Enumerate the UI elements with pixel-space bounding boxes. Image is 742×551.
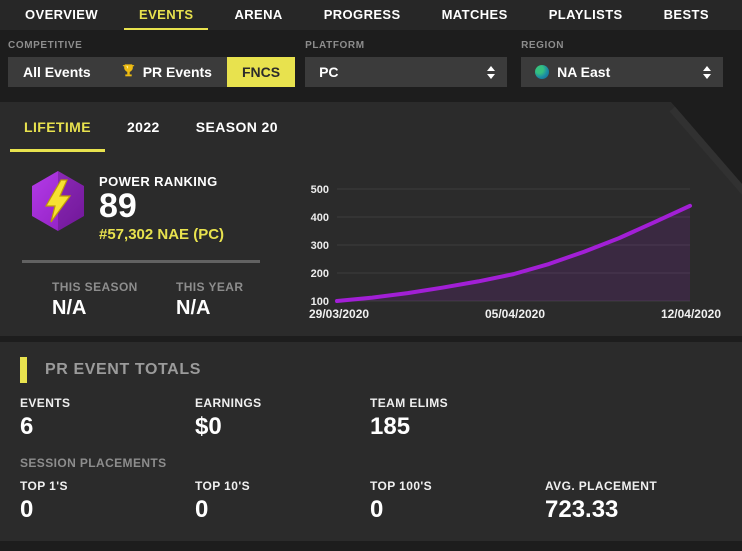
this-year-stat: THIS YEAR N/A	[176, 280, 300, 320]
trophy-icon	[121, 63, 136, 81]
svg-text:100: 100	[311, 296, 329, 306]
stat-avg-placement: AVG. PLACEMENT 723.33	[545, 479, 720, 524]
stat-top-10s-label: TOP 10'S	[195, 479, 250, 493]
filter-pr-events-button[interactable]: PR Events	[106, 57, 227, 87]
nav-item-overview[interactable]: OVERVIEW	[25, 7, 99, 22]
stat-top-10s-value: 0	[195, 496, 209, 523]
session-placements-title: SESSION PLACEMENTS	[20, 456, 167, 470]
tab-season-20[interactable]: SEASON 20	[195, 119, 278, 135]
accent-bar	[20, 357, 27, 383]
updown-arrows-icon	[487, 65, 496, 79]
power-ranking-rank: #57,302 NAE (PC)	[99, 225, 225, 243]
filter-pr-events-label: PR Events	[142, 64, 212, 80]
stat-events-value: 6	[20, 413, 34, 440]
nav-item-playlists[interactable]: PLAYLISTS	[548, 7, 623, 22]
stat-avg-placement-value: 723.33	[545, 496, 619, 523]
this-season-stat: THIS SEASON N/A	[52, 280, 176, 320]
filter-fncs-button[interactable]: FNCS	[226, 57, 296, 87]
nav-item-matches[interactable]: MATCHES	[441, 7, 508, 22]
stat-team-elims: TEAM ELIMS 185	[370, 396, 545, 441]
filter-all-events-button[interactable]: All Events	[8, 57, 106, 87]
svg-text:200: 200	[311, 268, 329, 280]
platform-select[interactable]: PC	[305, 57, 508, 87]
x-tick-start: 29/03/2020	[309, 307, 370, 321]
power-ranking-value: 89	[99, 187, 137, 225]
this-year-value: N/A	[176, 296, 211, 319]
nav-item-progress[interactable]: PROGRESS	[323, 7, 401, 22]
stat-team-elims-value: 185	[370, 413, 411, 440]
competitive-segmented-control: All Events PR Events FNCS	[8, 57, 296, 87]
chart-x-axis-labels: 29/03/2020 05/04/2020 12/04/2020	[309, 307, 721, 321]
power-ranking-hex-icon	[30, 170, 86, 243]
panel-body: POWER RANKING 89 #57,302 NAE (PC) THIS S…	[0, 152, 742, 329]
this-season-label: THIS SEASON	[52, 279, 138, 294]
session-stats-row: TOP 1'S 0 TOP 10'S 0 TOP 100'S 0 AVG. PL…	[0, 470, 742, 524]
svg-text:500: 500	[311, 184, 329, 196]
stat-earnings-value: $0	[195, 413, 222, 440]
power-ranking-card: POWER RANKING 89 #57,302 NAE (PC) THIS S…	[0, 152, 300, 329]
stat-top-1s-label: TOP 1'S	[20, 479, 68, 493]
stat-earnings: EARNINGS $0	[195, 396, 370, 441]
region-selected-value: NA East	[557, 64, 611, 80]
region-filter-group: REGION NA East	[521, 40, 724, 87]
stat-top-10s: TOP 10'S 0	[195, 479, 370, 524]
pr-event-totals-title: PR EVENT TOTALS	[45, 361, 201, 378]
x-tick-mid: 05/04/2020	[484, 307, 546, 321]
competitive-filter-label: COMPETITIVE	[8, 40, 83, 51]
updown-arrows-icon	[703, 65, 712, 79]
svg-text:400: 400	[311, 212, 329, 224]
totals-stats-row: EVENTS 6 EARNINGS $0 TEAM ELIMS 185	[0, 383, 742, 441]
stat-events-label: EVENTS	[20, 396, 71, 410]
nav-item-arena[interactable]: ARENA	[234, 7, 283, 22]
this-year-label: THIS YEAR	[176, 279, 244, 294]
platform-filter-group: PLATFORM PC	[305, 40, 508, 87]
pr-event-totals-panel: PR EVENT TOTALS EVENTS 6 EARNINGS $0 TEA…	[0, 342, 742, 541]
stat-top-100s: TOP 100'S 0	[370, 479, 545, 524]
power-ranking-label: POWER RANKING	[99, 174, 218, 189]
stat-top-1s: TOP 1'S 0	[20, 479, 195, 524]
globe-icon	[535, 65, 550, 79]
competitive-filter-group: COMPETITIVE All Events PR Ev	[8, 40, 296, 87]
stat-earnings-label: EARNINGS	[195, 396, 262, 410]
stat-top-1s-value: 0	[20, 496, 34, 523]
tab-lifetime[interactable]: LIFETIME	[10, 102, 105, 152]
x-tick-end: 12/04/2020	[660, 307, 721, 321]
nav-item-bests[interactable]: BESTS	[663, 7, 709, 22]
lifetime-stats-panel: LIFETIME 2022 SEASON 20	[0, 102, 742, 336]
stat-top-100s-value: 0	[370, 496, 384, 523]
region-select[interactable]: NA East	[521, 57, 724, 87]
pr-chart-svg: 500 400 300 200 100	[311, 184, 692, 306]
platform-selected-value: PC	[319, 64, 339, 80]
top-nav: OVERVIEW EVENTS ARENA PROGRESS MATCHES P…	[0, 0, 742, 30]
stat-team-elims-label: TEAM ELIMS	[370, 396, 448, 410]
filters-bar: COMPETITIVE All Events PR Ev	[0, 30, 742, 102]
stat-top-100s-label: TOP 100'S	[370, 479, 433, 493]
divider	[22, 259, 260, 263]
region-filter-label: REGION	[521, 40, 565, 51]
platform-filter-label: PLATFORM	[305, 40, 365, 51]
stat-avg-placement-label: AVG. PLACEMENT	[545, 479, 658, 493]
tab-2022[interactable]: 2022	[126, 119, 160, 135]
svg-text:300: 300	[311, 240, 329, 252]
this-season-value: N/A	[52, 296, 87, 319]
power-ranking-chart: 500 400 300 200 100 29/03/2020 05/04/2020 12…	[300, 164, 742, 329]
timeframe-tabs: LIFETIME 2022 SEASON 20	[0, 102, 742, 152]
nav-item-events[interactable]: EVENTS	[139, 0, 193, 30]
stat-events: EVENTS 6	[20, 396, 195, 441]
